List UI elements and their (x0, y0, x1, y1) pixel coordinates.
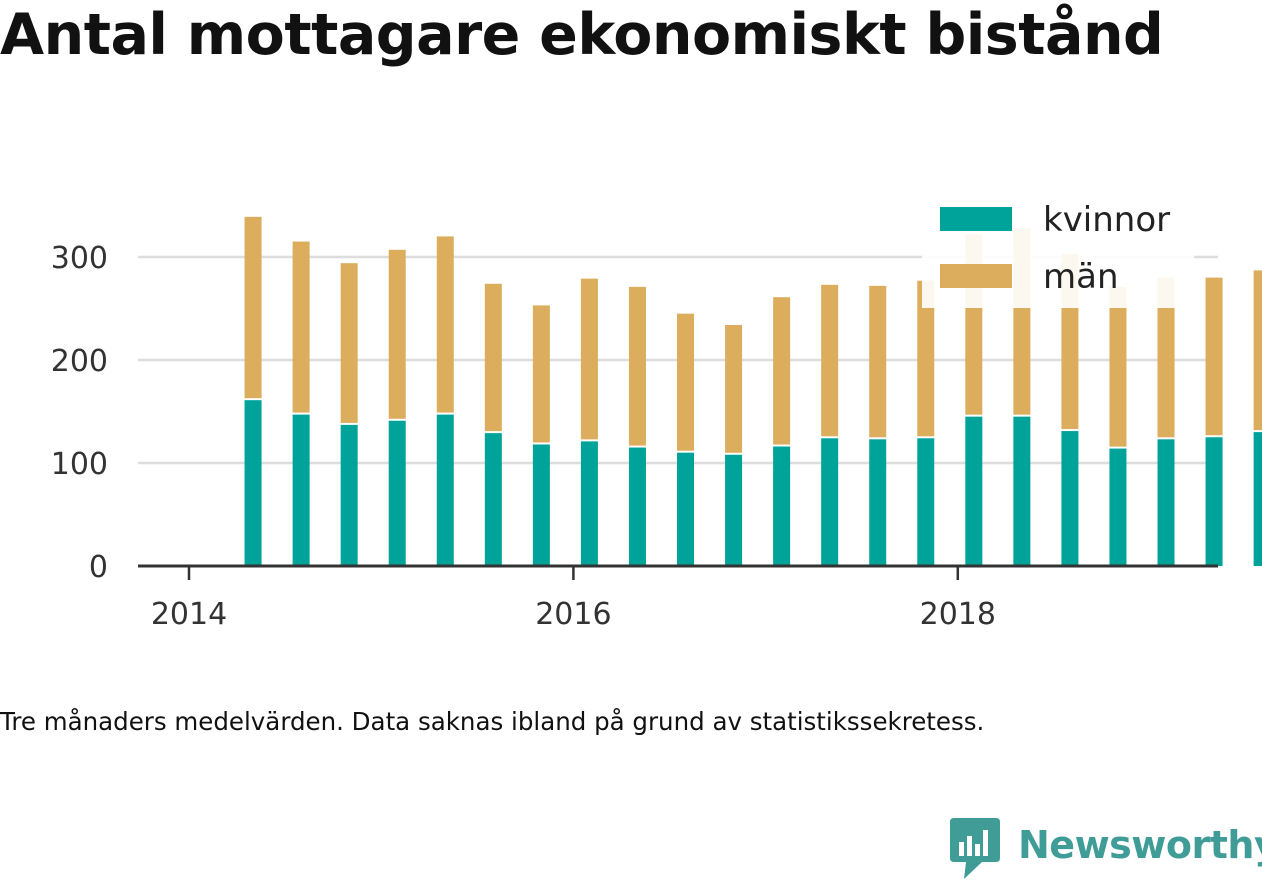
chart-title: Antal mottagare ekonomiskt bistånd (0, 2, 1164, 68)
bar-kvinnor (1061, 431, 1079, 566)
y-tick-label: 300 (51, 241, 108, 276)
bar-man (1205, 277, 1223, 436)
bar-kvinnor (1157, 439, 1175, 566)
bar-kvinnor (965, 416, 983, 566)
bar-man (1109, 286, 1127, 447)
bar-man (773, 297, 791, 445)
x-tick-label: 2018 (920, 597, 996, 632)
y-tick-label: 100 (51, 447, 108, 482)
brand-name: Newsworthy (1018, 823, 1262, 867)
bar-kvinnor (484, 433, 502, 566)
y-tick-label: 0 (89, 550, 108, 585)
bar-kvinnor (821, 438, 839, 566)
bar-kvinnor (580, 441, 598, 566)
bar-man (869, 285, 887, 438)
axes: 0100200300201420162018202020222024 (51, 241, 1218, 632)
legend: kvinnor män (922, 190, 1194, 308)
bar-man (628, 286, 646, 446)
bar-man (580, 278, 598, 440)
bar-man (484, 283, 502, 432)
bar-man (725, 324, 743, 453)
bar-kvinnor (1109, 448, 1127, 566)
bar-man (1157, 277, 1175, 438)
bar-man (1253, 270, 1262, 431)
bars (244, 216, 1262, 566)
bar-man (821, 284, 839, 437)
bar-kvinnor (1013, 416, 1031, 566)
bar-kvinnor (244, 400, 262, 566)
bar-man (292, 241, 310, 413)
bar-man (340, 263, 358, 423)
bar-kvinnor (1205, 437, 1223, 566)
bar-kvinnor (340, 424, 358, 566)
chart-caption: Tre månaders medelvärden. Data saknas ib… (0, 707, 985, 736)
newsworthy-logo-icon (950, 818, 1000, 879)
legend-swatch (940, 207, 1012, 231)
bar-kvinnor (917, 438, 935, 566)
bar-kvinnor (628, 447, 646, 566)
bar-kvinnor (436, 414, 454, 566)
bar-man (244, 216, 262, 399)
y-tick-label: 200 (51, 344, 108, 379)
bar-man (677, 313, 695, 451)
legend-swatch (940, 264, 1012, 288)
bar-kvinnor (1253, 432, 1262, 566)
bar-man (917, 280, 935, 437)
legend-label: kvinnor (1043, 200, 1170, 240)
bar-kvinnor (532, 444, 550, 566)
bar-man (436, 236, 454, 413)
bar-kvinnor (725, 454, 743, 566)
bar-kvinnor (773, 446, 791, 566)
bar-kvinnor (388, 420, 406, 566)
bar-man (532, 305, 550, 443)
bar-kvinnor (292, 414, 310, 566)
x-tick-label: 2014 (151, 597, 227, 632)
bar-kvinnor (677, 452, 695, 566)
legend-label: män (1043, 257, 1119, 297)
x-tick-label: 2016 (535, 597, 611, 632)
bar-man (388, 249, 406, 419)
bar-kvinnor (869, 439, 887, 566)
brand: Newsworthy (950, 818, 1262, 880)
